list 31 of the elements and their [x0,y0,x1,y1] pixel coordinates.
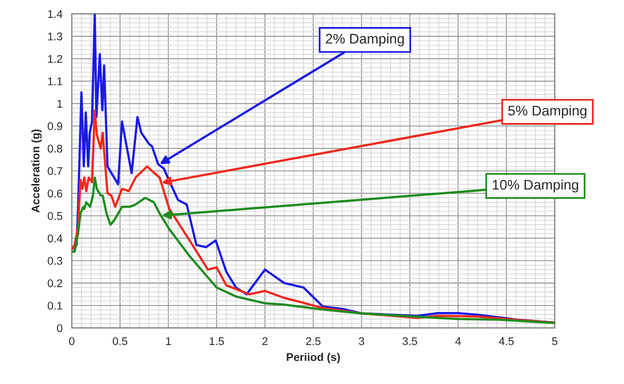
text: 10% Damping [492,179,578,192]
x-tick-label: 5 [552,337,558,346]
x-tick-label: 4 [455,337,461,346]
y-tick-label: 0.5 [48,212,62,220]
y-tick-label: 0 [56,324,62,332]
x-tick-label: 3 [358,337,364,346]
y-tick-label: 1.1 [48,78,62,86]
text: 2% Damping [326,33,404,46]
x-tick-label: 2 [262,337,268,346]
y-axis-title: Acceleration (g) [31,129,42,213]
y-tick-label: 0.1 [48,302,62,310]
x-tick-label: 0 [69,337,74,346]
x-tick-label: 1 [166,337,171,346]
y-tick-label: 0.4 [48,234,62,242]
x-tick-label: 2.5 [306,337,321,346]
y-tick-label: 0.7 [48,167,62,176]
y-tick-label: 1 [57,100,62,108]
text: 5% Damping [508,105,586,118]
y-tick-label: 1.3 [48,32,62,40]
x-tick-label: 1.5 [210,337,224,346]
y-tick-label: 0.2 [48,279,62,288]
y-tick-label: 0.9 [48,122,62,130]
y-tick-label: 1.4 [48,10,62,18]
x-tick-label: 0.5 [112,337,128,346]
y-tick-label: 0.8 [48,144,62,153]
x-tick-label: 3.5 [402,337,418,346]
y-tick-label: 0.6 [48,190,62,198]
y-tick-label: 1.2 [48,54,62,63]
x-tick-label: 4.5 [498,337,514,346]
x-axis-title: Periiod (s) [286,352,340,364]
y-tick-label: 0.3 [48,256,62,265]
